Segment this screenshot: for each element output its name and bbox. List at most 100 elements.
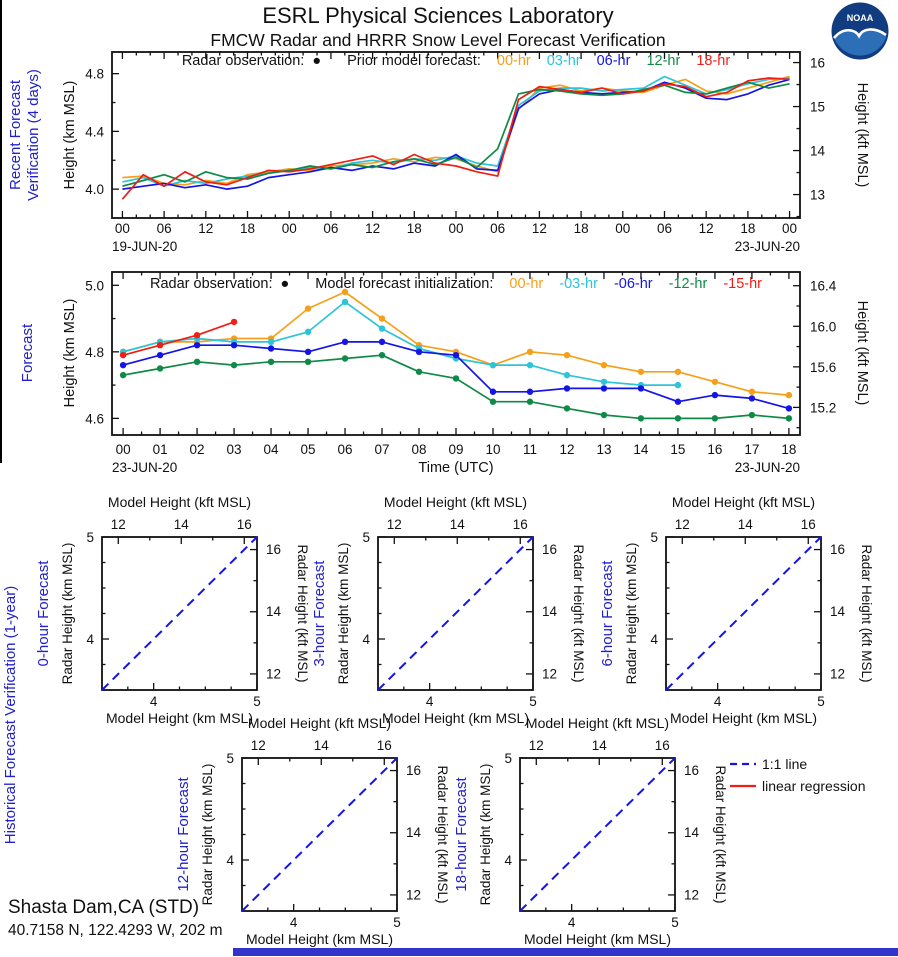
svg-text:4.4: 4.4	[85, 124, 104, 139]
svg-text:12: 12	[365, 221, 380, 236]
one-to-one-line	[665, 536, 822, 691]
top-axis-label: Model Height (kft MSL)	[526, 715, 669, 731]
series-point	[378, 315, 386, 322]
series-point	[304, 358, 312, 366]
series-point	[785, 391, 793, 399]
right-y-axis-label: Height (kft MSL)	[854, 301, 870, 406]
series-point	[415, 348, 423, 356]
series--15-hr	[122, 321, 235, 357]
svg-text:14: 14	[450, 517, 466, 532]
series-point	[785, 405, 793, 412]
svg-text:16: 16	[684, 763, 699, 778]
svg-text:14: 14	[738, 517, 754, 532]
series-point	[637, 415, 645, 422]
series-12-hr	[122, 81, 790, 188]
svg-text:05: 05	[301, 442, 316, 457]
svg-text:00: 00	[282, 221, 297, 236]
svg-text:4.6: 4.6	[85, 411, 104, 426]
svg-text:15: 15	[670, 442, 685, 457]
scatter-18hour-forecast: 4 4 5 5 12 12 14 14 16 16 Model Height (kft MSL) Mo…	[453, 715, 728, 947]
scatter-title: 0-hour Forecast	[35, 560, 52, 667]
scatter-legend: 1:1 line linear regression	[730, 756, 866, 794]
x-axis-label: Time (UTC)	[418, 460, 493, 476]
plot-frame	[519, 757, 676, 912]
svg-text:06: 06	[490, 221, 505, 236]
svg-text:08: 08	[411, 442, 426, 457]
station-name: Shasta Dam,CA (STD)	[8, 897, 200, 918]
svg-text:15.2: 15.2	[810, 400, 836, 415]
series-point	[526, 361, 534, 369]
svg-text:12: 12	[529, 738, 544, 753]
svg-text:5: 5	[650, 530, 658, 545]
right-axis-label: Radar Height (kft MSL)	[571, 544, 586, 682]
svg-text:4: 4	[714, 694, 722, 709]
svg-text:06: 06	[338, 442, 353, 457]
series-point	[563, 371, 571, 379]
series-point	[119, 351, 127, 359]
station-info: Shasta Dam,CA (STD) 40.7158 N, 122.4293 …	[8, 897, 223, 940]
svg-text:14: 14	[684, 825, 700, 840]
series-point	[304, 348, 312, 356]
series-point	[748, 411, 756, 419]
svg-text:5: 5	[529, 694, 537, 709]
svg-text:00: 00	[448, 221, 463, 236]
series-point	[600, 378, 608, 385]
svg-text:16: 16	[810, 56, 825, 71]
svg-text:5: 5	[817, 694, 825, 709]
scatter-title: 18-hour Forecast	[453, 777, 470, 892]
right-axis-label: Radar Height (kft MSL)	[435, 765, 450, 903]
chart-legend: Radar observation: ● Model forecast initia…	[150, 276, 762, 292]
top-axis-label: Model Height (kft MSL)	[248, 715, 391, 731]
series-point	[600, 411, 608, 419]
series-point	[341, 288, 349, 296]
series-point	[193, 358, 201, 366]
plot-frame	[101, 536, 258, 691]
svg-text:12: 12	[406, 887, 421, 902]
series-00-hr	[122, 75, 790, 186]
svg-text:09: 09	[448, 442, 463, 457]
svg-text:5: 5	[226, 751, 234, 766]
series-point	[526, 398, 534, 405]
svg-text:5: 5	[86, 530, 94, 545]
bottom-blue-bar	[233, 948, 898, 956]
series-point	[156, 341, 164, 349]
svg-text:18: 18	[781, 442, 796, 457]
left-axis-label: Radar Height (km MSL)	[60, 543, 75, 685]
section-label: Verification (4 days)	[25, 69, 42, 201]
svg-text:16: 16	[237, 517, 252, 532]
svg-text:02: 02	[190, 442, 205, 457]
series-point	[119, 371, 127, 379]
series-point	[600, 385, 608, 392]
series-point	[378, 325, 386, 332]
series-point	[267, 338, 275, 346]
series-point	[674, 398, 682, 405]
svg-text:4: 4	[650, 632, 658, 647]
bottom-axis-label: Model Height (km MSL)	[246, 931, 393, 947]
date-right: 23-JUN-20	[735, 460, 800, 475]
svg-text:4: 4	[150, 694, 158, 709]
svg-text:4.8: 4.8	[85, 67, 104, 82]
svg-text:11: 11	[523, 442, 537, 457]
svg-text:16.0: 16.0	[810, 319, 836, 334]
svg-text:03: 03	[227, 442, 242, 457]
right-axis-label: Radar Height (kft MSL)	[713, 765, 728, 903]
page-subtitle: FMCW Radar and HRRR Snow Level Forecast …	[210, 30, 666, 50]
bottom-axis-label: Model Height (km MSL)	[524, 931, 671, 947]
series-point	[563, 385, 571, 392]
scatter-3hour-forecast: 4 4 5 5 12 12 14 14 16 16 Model Height (kft MSL) Mo…	[311, 494, 586, 726]
svg-text:04: 04	[264, 442, 280, 457]
plot-frame	[241, 757, 398, 912]
series-point	[267, 358, 275, 366]
series-point	[711, 378, 719, 385]
svg-text:13: 13	[810, 188, 825, 203]
bottom-axis-label: Model Height (km MSL)	[106, 710, 253, 726]
series-point	[230, 318, 238, 326]
one-to-one-line	[377, 536, 534, 691]
section-label: Forecast	[19, 323, 36, 382]
y-axis-label: Height (km MSL)	[62, 81, 78, 190]
series-point	[711, 415, 719, 422]
svg-text:14: 14	[810, 144, 826, 159]
svg-text:15.6: 15.6	[810, 360, 836, 375]
series-point	[748, 395, 756, 402]
series-point	[452, 351, 460, 359]
